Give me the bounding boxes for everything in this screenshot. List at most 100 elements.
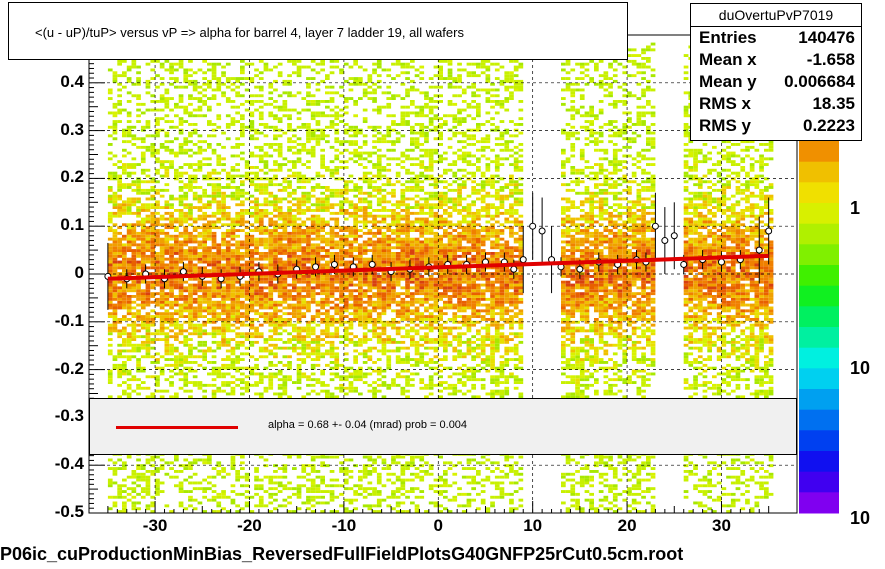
heatmap-cell: [183, 79, 189, 83]
heatmap-cell: [277, 263, 283, 267]
heatmap-cell: [325, 352, 330, 356]
heatmap-cell: [320, 131, 325, 135]
heatmap-cell: [254, 186, 259, 189]
heatmap-cell: [277, 484, 283, 488]
heatmap-cell: [348, 458, 354, 462]
heatmap-cell: [320, 200, 325, 204]
heatmap-cell: [254, 383, 259, 387]
heatmap-cell: [221, 197, 226, 201]
heatmap-cell: [296, 484, 302, 488]
heatmap-cell: [150, 340, 156, 344]
heatmap-cell: [211, 177, 217, 181]
heatmap-cell: [287, 297, 292, 301]
heatmap-cell: [301, 211, 307, 215]
heatmap-cell: [273, 243, 278, 247]
heatmap-cell: [140, 478, 146, 482]
heatmap-cell: [292, 188, 297, 192]
heatmap-cell: [353, 82, 358, 86]
heatmap-cell: [188, 102, 193, 106]
heatmap-cell: [343, 197, 349, 201]
heatmap-cell: [169, 97, 174, 100]
heatmap-cell: [221, 323, 226, 327]
heatmap-cell: [150, 94, 156, 98]
heatmap-cell: [334, 111, 340, 115]
heatmap-cell: [216, 79, 222, 83]
heatmap-cell: [207, 214, 212, 218]
heatmap-cell: [343, 510, 349, 513]
heatmap-cell: [188, 283, 193, 287]
heatmap-cell: [150, 108, 156, 112]
heatmap-cell: [240, 475, 245, 479]
heatmap-cell: [136, 289, 141, 293]
heatmap-cell: [268, 338, 274, 341]
heatmap-cell: [197, 200, 203, 204]
heatmap-cell: [126, 272, 132, 275]
heatmap-cell: [292, 303, 297, 307]
heatmap-cell: [221, 191, 226, 195]
heatmap-cell: [197, 252, 203, 255]
heatmap-cell: [112, 266, 118, 270]
heatmap-cell: [235, 340, 240, 344]
heatmap-cell: [268, 335, 274, 339]
heatmap-cell: [339, 114, 344, 118]
heatmap-cell: [207, 108, 212, 112]
heatmap-cell: [202, 295, 207, 298]
heatmap-cell: [188, 231, 193, 235]
heatmap-cell: [381, 231, 387, 235]
heatmap-cell: [122, 108, 127, 112]
heatmap-cell: [320, 111, 325, 115]
heatmap-cell: [192, 206, 198, 209]
heatmap-cell: [211, 303, 217, 307]
heatmap-cell: [268, 125, 274, 129]
heatmap-cell: [343, 97, 349, 100]
heatmap-cell: [296, 372, 302, 376]
heatmap-cell: [296, 286, 302, 290]
heatmap-cell: [202, 163, 207, 166]
heatmap-cell: [145, 297, 151, 301]
heatmap-cell: [348, 82, 354, 86]
heatmap-cell: [320, 352, 325, 356]
heatmap-cell: [320, 355, 325, 359]
heatmap-cell: [192, 229, 198, 232]
heatmap-cell: [362, 197, 368, 201]
heatmap-cell: [292, 209, 297, 212]
heatmap-cell: [192, 79, 198, 83]
heatmap-cell: [306, 303, 311, 307]
heatmap-cell: [310, 131, 316, 135]
heatmap-cell: [159, 62, 165, 66]
heatmap-cell: [112, 120, 118, 123]
heatmap-cell: [358, 303, 363, 307]
heatmap-cell: [122, 260, 127, 264]
heatmap-cell: [126, 229, 132, 232]
heatmap-cell: [292, 289, 297, 293]
heatmap-cell: [348, 246, 354, 250]
heatmap-cell: [362, 151, 368, 155]
heatmap-cell: [216, 470, 222, 473]
heatmap-cell: [150, 355, 156, 359]
heatmap-cell: [296, 335, 302, 339]
heatmap-cell: [367, 214, 373, 218]
heatmap-cell: [159, 237, 165, 241]
heatmap-cell: [249, 123, 255, 126]
heatmap-cell: [164, 257, 170, 261]
heatmap-cell: [325, 340, 330, 344]
heatmap-cell: [126, 475, 132, 479]
heatmap-cell: [169, 266, 174, 270]
heatmap-cell: [235, 85, 240, 89]
heatmap-cell: [263, 263, 269, 267]
heatmap-cell: [240, 381, 245, 384]
heatmap-cell: [169, 260, 174, 264]
heatmap-cell: [192, 309, 198, 313]
heatmap-cell: [159, 289, 165, 293]
heatmap-cell: [282, 100, 288, 103]
heatmap-cell: [211, 495, 217, 499]
heatmap-cell: [320, 134, 325, 138]
heatmap-cell: [362, 292, 368, 296]
heatmap-cell: [353, 358, 358, 361]
heatmap-cell: [282, 260, 288, 264]
heatmap-cell: [329, 366, 335, 370]
heatmap-cell: [225, 283, 231, 287]
heatmap-cell: [376, 306, 382, 310]
heatmap-cell: [107, 88, 113, 92]
heatmap-cell: [188, 131, 193, 135]
